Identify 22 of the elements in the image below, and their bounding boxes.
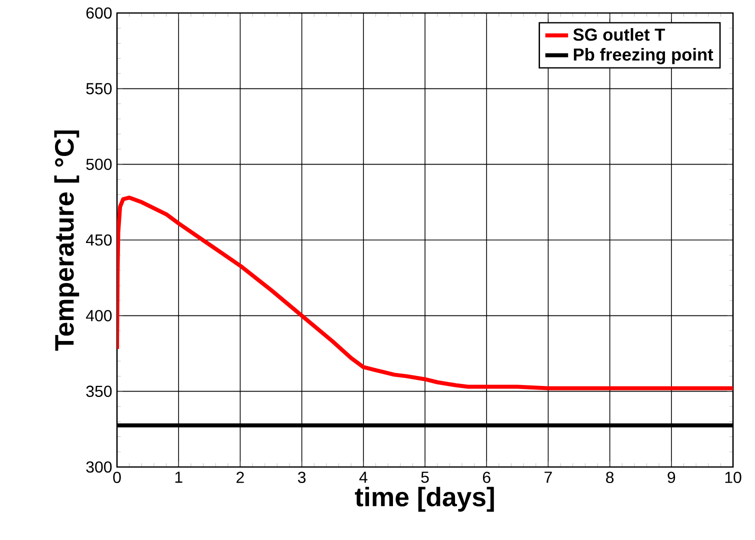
x-tick-label: 2 — [236, 472, 244, 483]
x-tick-label: 8 — [606, 472, 614, 484]
x-tick-label: 3 — [298, 472, 306, 484]
x-axis-title: time [days] — [354, 486, 494, 512]
y-tick-label: 450 — [86, 234, 112, 246]
legend-label: SG outlet T — [573, 28, 666, 41]
x-tick-label: 0 — [113, 472, 121, 484]
y-tick-label: 550 — [86, 83, 112, 94]
x-tick-label: 7 — [544, 472, 552, 483]
x-tick-label: 5 — [421, 472, 429, 483]
y-tick-label: 300 — [86, 461, 112, 473]
y-tick-label: 600 — [86, 7, 112, 19]
x-tick-label: 1 — [175, 472, 182, 483]
x-tick-label: 6 — [482, 472, 490, 484]
x-tick-label: 9 — [668, 472, 676, 484]
x-tick-label: 4 — [359, 472, 368, 483]
y-tick-label: 500 — [86, 158, 112, 170]
x-tick-label: 10 — [725, 472, 742, 484]
legend-label: Pb freezing point — [574, 48, 714, 64]
y-axis-title: Temperature [ °C] — [54, 130, 80, 351]
y-tick-label: 350 — [86, 386, 112, 397]
y-tick-label: 400 — [86, 310, 112, 322]
